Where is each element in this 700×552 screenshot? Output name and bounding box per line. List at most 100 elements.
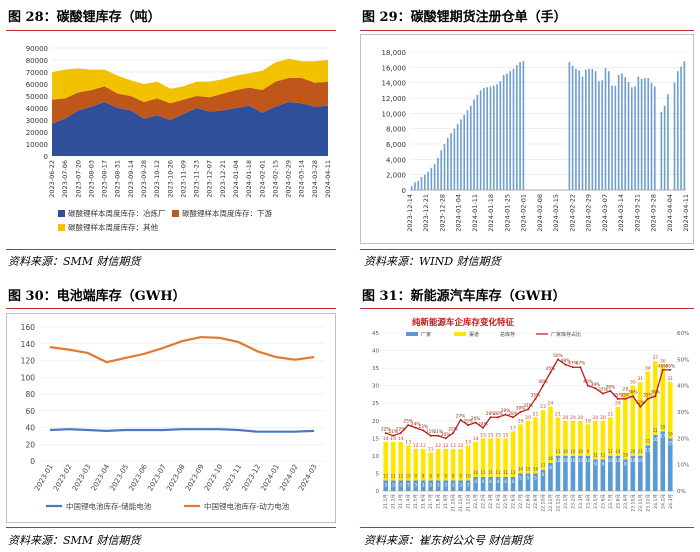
chart-frame bbox=[6, 313, 336, 523]
legend-swatch bbox=[406, 332, 418, 336]
bar-channel bbox=[533, 417, 538, 474]
y-tick-label: 16,000 bbox=[382, 64, 407, 72]
bar-manufacturer bbox=[420, 480, 426, 491]
share-label: 21% bbox=[433, 429, 443, 435]
y-tick-label: 15 bbox=[372, 436, 379, 442]
total-label: 15 bbox=[488, 432, 494, 438]
bar bbox=[515, 65, 518, 190]
bar bbox=[663, 105, 666, 190]
title-rule-31 bbox=[360, 308, 694, 309]
share-point bbox=[594, 387, 597, 390]
bar-manufacturer bbox=[608, 455, 613, 491]
total-label: 15 bbox=[503, 432, 509, 438]
title-rule-30 bbox=[6, 308, 336, 309]
y-tick-label: 30 bbox=[372, 384, 379, 390]
y-tick-label: 45 bbox=[372, 331, 379, 337]
y-tick-label: 80000 bbox=[26, 57, 48, 65]
bar-channel bbox=[652, 361, 658, 435]
total-label: 21 bbox=[533, 411, 539, 417]
manufacturer-label: 3 bbox=[384, 482, 387, 487]
bar-channel bbox=[383, 441, 389, 481]
channel-label: 9 bbox=[452, 473, 455, 478]
channel-label: 11 bbox=[503, 470, 509, 475]
share-label: 39% bbox=[591, 382, 601, 388]
share-point bbox=[399, 432, 402, 435]
bar-manufacturer bbox=[518, 473, 523, 491]
channel-label: 14 bbox=[518, 466, 524, 471]
share-point bbox=[459, 418, 462, 421]
total-label: 20 bbox=[570, 415, 576, 421]
chart-title: 纯新能源车企库存变化特征 bbox=[412, 317, 515, 328]
bar-channel bbox=[600, 420, 606, 460]
y-tick-label: 10000 bbox=[26, 141, 48, 149]
bar bbox=[450, 133, 452, 190]
x-tick-label: 2024-03-21 bbox=[633, 194, 641, 232]
channel-label: 11 bbox=[593, 452, 599, 457]
x-tick-label: 21.9月 bbox=[443, 494, 449, 509]
channel-label: 9 bbox=[444, 473, 447, 478]
x-tick-label: 2023-09-14 bbox=[127, 160, 135, 198]
manufacturer-label: 6 bbox=[542, 472, 545, 477]
bar-manufacturer bbox=[450, 480, 456, 491]
y-tick-label: 14,000 bbox=[382, 80, 407, 88]
bar-manufacturer bbox=[473, 476, 478, 491]
channel-label: 10 bbox=[406, 473, 412, 478]
bar-manufacturer bbox=[652, 434, 658, 491]
bar bbox=[466, 110, 469, 190]
manufacturer-label: 10 bbox=[638, 458, 644, 463]
legend-label: 厂家库存占比 bbox=[551, 331, 581, 338]
manufacturer-label: 3 bbox=[467, 482, 470, 487]
bar bbox=[621, 73, 623, 190]
y-tick-label: 0 bbox=[30, 457, 35, 466]
x-tick-label: 23.6月 bbox=[600, 494, 606, 509]
bar-manufacturer bbox=[585, 455, 591, 491]
bar bbox=[420, 176, 423, 190]
line-series-0 bbox=[49, 428, 315, 433]
x-tick-label: 2024-04-11 bbox=[324, 160, 332, 198]
manufacturer-label: 10 bbox=[585, 458, 591, 463]
share-label: 40% bbox=[538, 379, 548, 385]
channel-label: 11 bbox=[496, 470, 502, 475]
bar bbox=[676, 71, 679, 190]
bar-manufacturer bbox=[645, 445, 651, 491]
area-series-2 bbox=[52, 58, 328, 104]
manufacturer-label: 8 bbox=[549, 465, 552, 470]
share-point bbox=[541, 384, 544, 387]
share-point bbox=[482, 426, 485, 429]
total-label: 23 bbox=[540, 404, 546, 410]
source-30: 资料来源：SMM 财信期货 bbox=[8, 534, 141, 547]
bar bbox=[417, 180, 420, 190]
bar-manufacturer bbox=[390, 480, 396, 491]
y2-tick-label: 20% bbox=[677, 436, 689, 442]
share-label: 35% bbox=[531, 392, 541, 398]
x-tick-label: 2023-12-21 bbox=[422, 194, 430, 232]
channel-label: 15 bbox=[525, 466, 531, 471]
bar-channel bbox=[578, 420, 583, 456]
bar bbox=[630, 87, 633, 190]
bar bbox=[512, 68, 515, 190]
bar bbox=[581, 76, 584, 190]
total-label: 20 bbox=[563, 415, 569, 421]
futures-warehouse-receipt-chart: 0 2,000 4,000 6,000 8,000 10,000 12,000 14,000 1… bbox=[360, 34, 694, 244]
share-label: 48% bbox=[561, 358, 571, 364]
share-point bbox=[639, 405, 642, 408]
y-tick-label: 2,000 bbox=[386, 172, 406, 180]
x-tick-label: 22.1月 bbox=[473, 494, 479, 509]
manufacturer-label: 3 bbox=[414, 482, 417, 487]
manufacturer-label: 3 bbox=[407, 482, 410, 487]
y-tick-label: 40 bbox=[372, 349, 379, 355]
channel-label: 11 bbox=[488, 470, 494, 475]
bar bbox=[453, 128, 456, 190]
share-point bbox=[564, 363, 567, 366]
manufacturer-label: 4 bbox=[504, 479, 507, 484]
bar bbox=[578, 70, 581, 190]
x-tick-label: 21.1月 bbox=[383, 494, 389, 509]
bar-channel bbox=[450, 448, 456, 481]
bar-manufacturer bbox=[525, 473, 531, 491]
x-tick-label: 2023-07-20 bbox=[74, 160, 82, 198]
share-label: 21% bbox=[388, 429, 398, 435]
legend-label: 中国锂电池库存-储能电池 bbox=[66, 501, 152, 511]
share-label: 28% bbox=[493, 411, 503, 417]
source-rule-30 bbox=[6, 527, 336, 528]
y-tick-label: 90000 bbox=[26, 45, 48, 53]
